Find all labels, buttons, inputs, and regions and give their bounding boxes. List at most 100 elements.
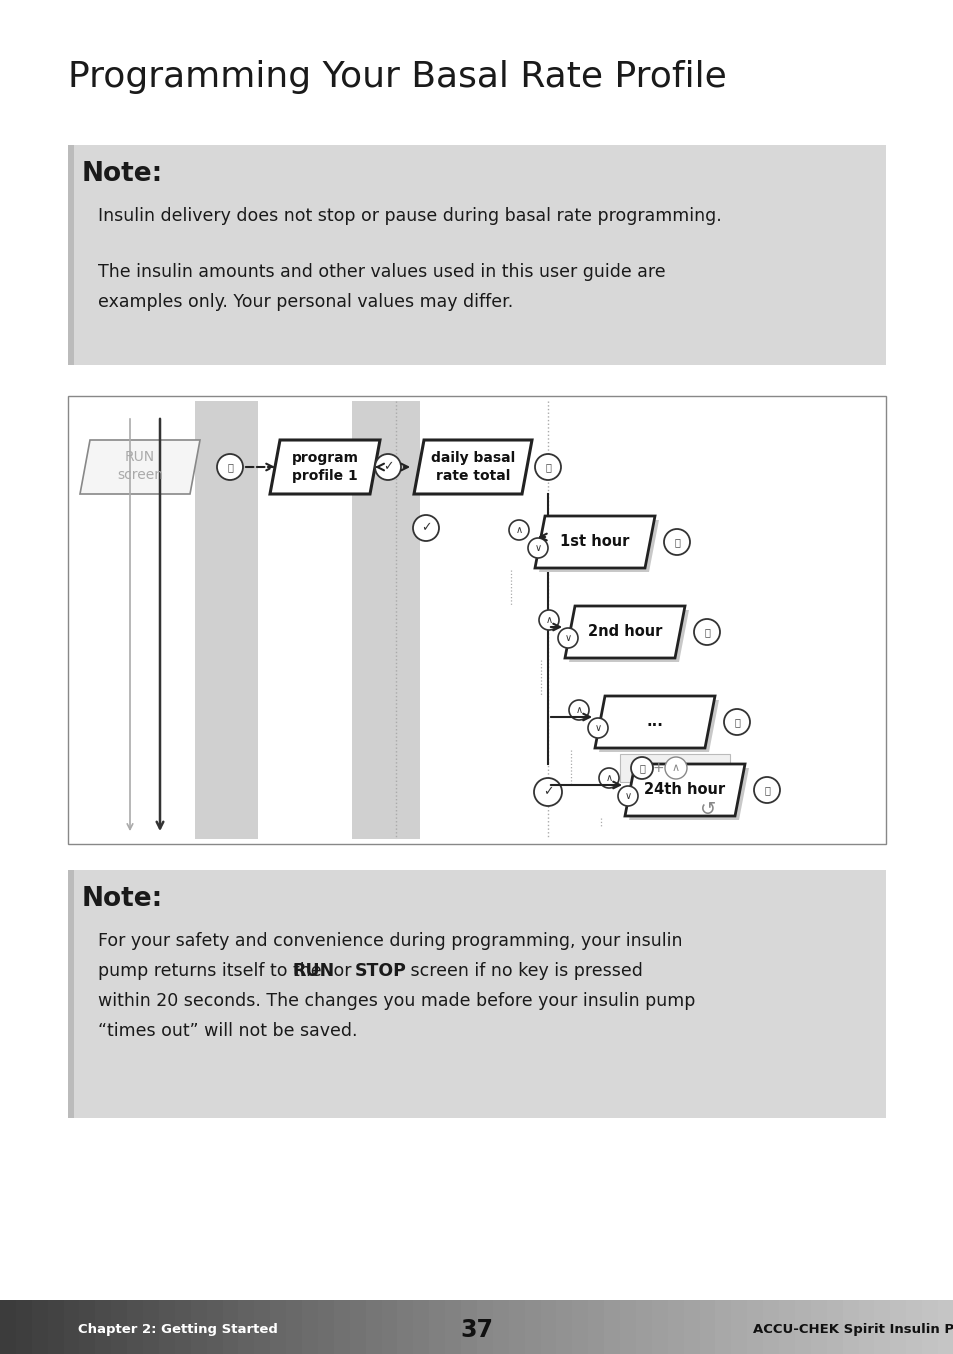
- Bar: [858, 1300, 875, 1354]
- Text: Note:: Note:: [82, 886, 163, 913]
- Bar: [68, 871, 885, 1118]
- Text: ✓: ✓: [542, 785, 553, 799]
- Text: 24th hour: 24th hour: [644, 783, 725, 798]
- Text: ✓: ✓: [420, 521, 431, 535]
- Text: pump returns itself to the: pump returns itself to the: [98, 961, 327, 980]
- Bar: [48, 1300, 65, 1354]
- Bar: [636, 1300, 652, 1354]
- Polygon shape: [624, 764, 744, 816]
- Bar: [794, 1300, 811, 1354]
- Text: 🔋: 🔋: [639, 764, 644, 773]
- Text: 🔋: 🔋: [733, 718, 740, 727]
- Polygon shape: [628, 768, 748, 821]
- Text: or: or: [328, 961, 356, 980]
- Text: Chapter 2: Getting Started: Chapter 2: Getting Started: [78, 1323, 277, 1336]
- Bar: [667, 1300, 684, 1354]
- Bar: [619, 754, 729, 783]
- Bar: [159, 1300, 175, 1354]
- Bar: [779, 1300, 795, 1354]
- Circle shape: [723, 709, 749, 735]
- Bar: [0, 1300, 17, 1354]
- Bar: [31, 1300, 49, 1354]
- Text: ACCU-CHEK Spirit Insulin Pump: ACCU-CHEK Spirit Insulin Pump: [752, 1323, 953, 1336]
- Text: 1st hour: 1st hour: [559, 535, 629, 550]
- Bar: [95, 1300, 112, 1354]
- Text: “times out” will not be saved.: “times out” will not be saved.: [98, 1022, 357, 1040]
- Bar: [112, 1300, 128, 1354]
- Bar: [191, 1300, 208, 1354]
- Text: rate total: rate total: [436, 468, 510, 483]
- Bar: [68, 145, 74, 366]
- Text: Programming Your Basal Rate Profile: Programming Your Basal Rate Profile: [68, 60, 726, 93]
- Bar: [524, 1300, 541, 1354]
- Text: +: +: [652, 761, 663, 774]
- Text: screen: screen: [117, 468, 163, 482]
- Bar: [64, 1300, 80, 1354]
- Circle shape: [753, 777, 780, 803]
- Bar: [270, 1300, 287, 1354]
- Text: ∧: ∧: [515, 525, 522, 535]
- Polygon shape: [568, 611, 688, 662]
- Circle shape: [618, 787, 638, 806]
- Bar: [619, 1300, 637, 1354]
- Text: 🔋: 🔋: [703, 627, 709, 636]
- Circle shape: [587, 718, 607, 738]
- Bar: [556, 1300, 573, 1354]
- Circle shape: [509, 520, 529, 540]
- Bar: [365, 1300, 382, 1354]
- Circle shape: [538, 611, 558, 630]
- Text: ∨: ∨: [594, 723, 601, 733]
- Text: RUN: RUN: [292, 961, 334, 980]
- Polygon shape: [564, 607, 684, 658]
- Text: 🔋: 🔋: [227, 462, 233, 473]
- Bar: [68, 145, 885, 366]
- Text: ✓: ✓: [382, 460, 393, 474]
- Bar: [715, 1300, 732, 1354]
- Circle shape: [534, 779, 561, 806]
- Polygon shape: [624, 764, 744, 816]
- Text: 🔋: 🔋: [674, 538, 679, 547]
- Bar: [588, 1300, 604, 1354]
- Text: RUN: RUN: [125, 450, 155, 464]
- Bar: [889, 1300, 906, 1354]
- Bar: [254, 1300, 271, 1354]
- Circle shape: [216, 454, 243, 481]
- Polygon shape: [595, 696, 714, 747]
- Text: ∧: ∧: [671, 764, 679, 773]
- Text: ∧: ∧: [575, 705, 582, 715]
- Text: ↺: ↺: [700, 799, 716, 819]
- Bar: [127, 1300, 144, 1354]
- Bar: [841, 1300, 859, 1354]
- Bar: [238, 1300, 255, 1354]
- Bar: [810, 1300, 827, 1354]
- Text: 🔋: 🔋: [763, 785, 769, 795]
- Text: profile 1: profile 1: [292, 468, 357, 483]
- Bar: [317, 1300, 335, 1354]
- Bar: [397, 1300, 414, 1354]
- Bar: [905, 1300, 923, 1354]
- Bar: [194, 401, 257, 839]
- Text: program: program: [292, 451, 358, 464]
- Circle shape: [568, 700, 588, 720]
- Bar: [540, 1300, 557, 1354]
- Text: daily basal: daily basal: [431, 451, 515, 464]
- Text: ...: ...: [646, 715, 662, 730]
- Text: For your safety and convenience during programming, your insulin: For your safety and convenience during p…: [98, 932, 681, 951]
- Bar: [68, 871, 74, 1118]
- Polygon shape: [595, 696, 714, 747]
- Circle shape: [375, 454, 400, 481]
- Text: Note:: Note:: [82, 161, 163, 187]
- Polygon shape: [535, 516, 655, 567]
- Bar: [302, 1300, 318, 1354]
- Text: The insulin amounts and other values used in this user guide are: The insulin amounts and other values use…: [98, 263, 665, 282]
- Bar: [350, 1300, 366, 1354]
- Bar: [79, 1300, 96, 1354]
- Circle shape: [535, 454, 560, 481]
- Text: ∧: ∧: [605, 773, 612, 783]
- Bar: [429, 1300, 446, 1354]
- Circle shape: [693, 619, 720, 645]
- Bar: [222, 1300, 239, 1354]
- Bar: [922, 1300, 938, 1354]
- Text: ∨: ∨: [624, 791, 631, 802]
- Bar: [826, 1300, 842, 1354]
